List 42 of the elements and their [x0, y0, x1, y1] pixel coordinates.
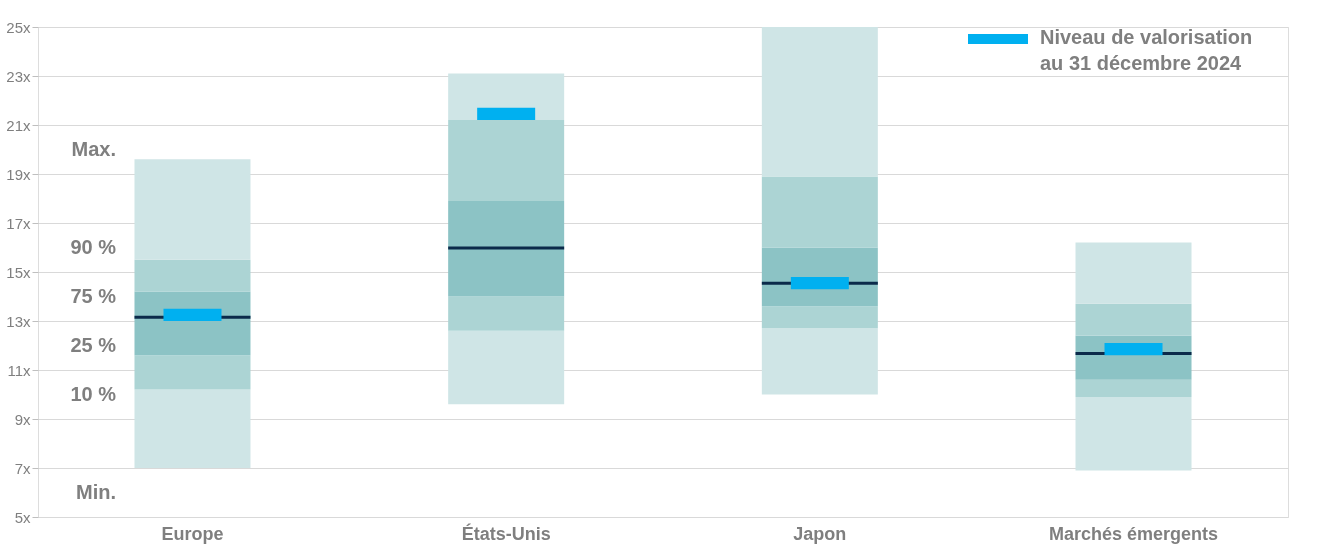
bar — [477, 107, 536, 121]
y-tick-label: 11x — [7, 361, 31, 379]
legend-label: Niveau de valorisation au 31 décembre 2024 — [1040, 26, 1253, 74]
bar — [761, 306, 878, 329]
annotation: Max. — [71, 137, 116, 160]
bar — [134, 259, 251, 292]
annotation: 10 % — [70, 382, 117, 405]
x-tick-label: Japon — [793, 523, 847, 544]
bar — [448, 330, 565, 405]
annotation: 25 % — [70, 333, 117, 356]
annotation: 75 % — [70, 284, 117, 307]
bar — [1075, 303, 1192, 336]
bar — [163, 308, 222, 321]
bar — [761, 176, 878, 248]
y-tick-label: 25x — [6, 18, 31, 36]
bar — [448, 120, 565, 201]
bar — [134, 159, 251, 260]
annotation: Min. — [76, 480, 116, 503]
bar — [134, 389, 251, 468]
bar — [1104, 343, 1163, 356]
y-tick-label: 17x — [6, 214, 31, 232]
bar — [1075, 242, 1192, 304]
y-tick-label: 13x — [6, 312, 31, 330]
y-tick-label: 21x — [6, 116, 31, 134]
bar — [1075, 396, 1192, 471]
x-tick-label: États-Unis — [461, 522, 551, 544]
bar — [134, 355, 251, 390]
y-tick-label: 5x — [14, 508, 31, 526]
y-tick-label: 7x — [14, 459, 31, 477]
bar — [790, 276, 849, 290]
bar — [1075, 379, 1192, 397]
annotation: 90 % — [70, 235, 117, 258]
x-tick-label: Marchés émergents — [1048, 523, 1219, 544]
bar — [448, 296, 565, 331]
y-tick-label: 15x — [6, 263, 31, 281]
y-tick-label: 9x — [14, 410, 31, 428]
bar — [761, 328, 878, 395]
bar — [448, 200, 565, 297]
y-tick-label: 19x — [6, 165, 31, 183]
y-tick-label: 23x — [6, 67, 31, 85]
bar — [761, 27, 878, 177]
x-tick-label: Europe — [161, 523, 224, 544]
